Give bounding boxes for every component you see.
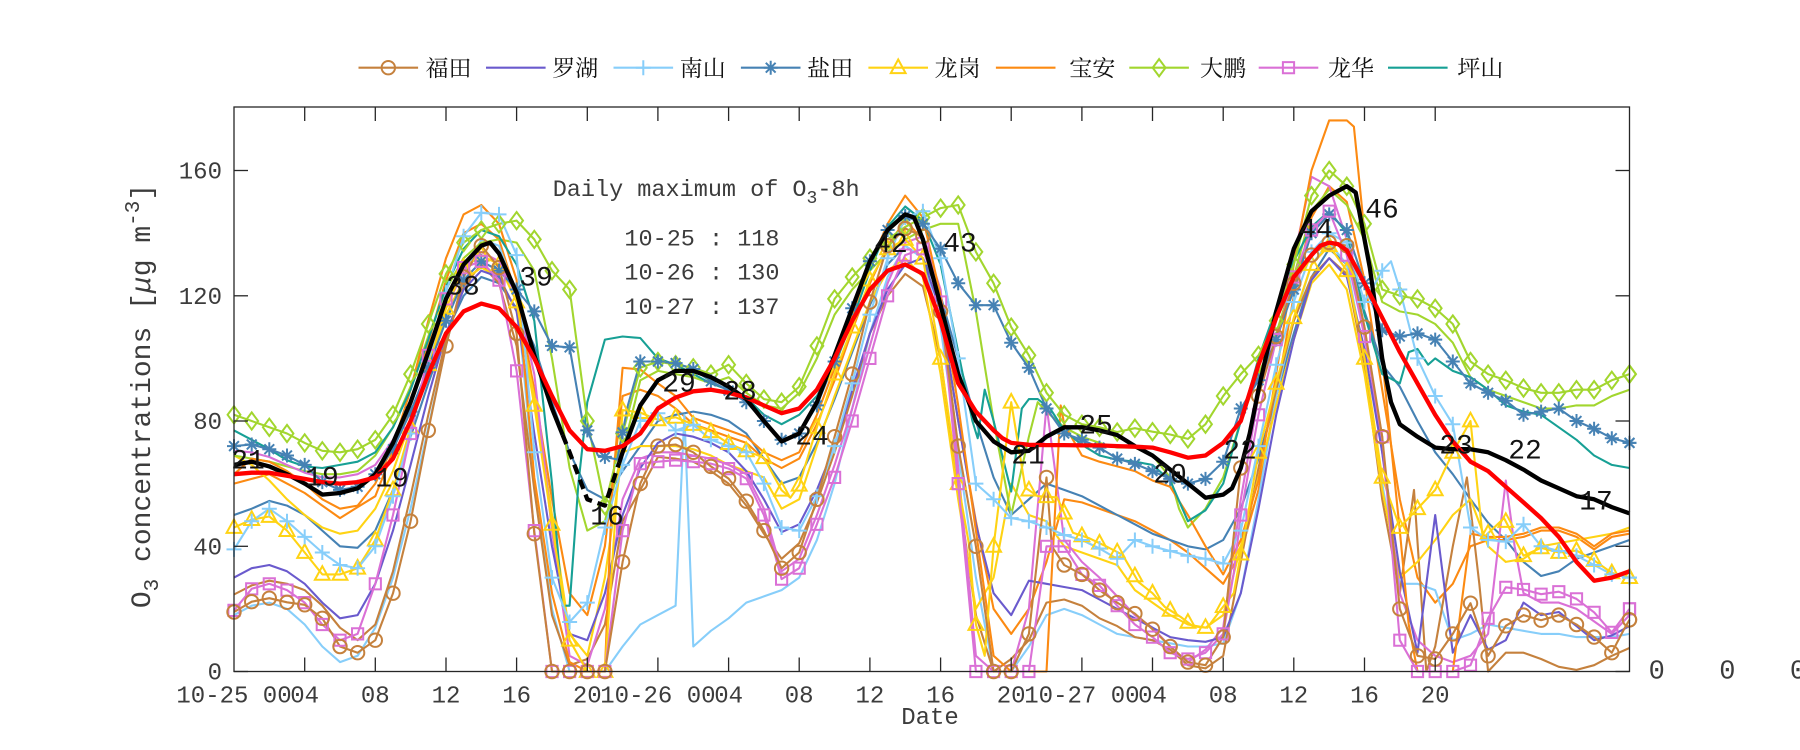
svg-text:10-25 : 118: 10-25 : 118 xyxy=(624,227,779,254)
svg-text:04: 04 xyxy=(1138,684,1167,711)
svg-text:43: 43 xyxy=(943,230,977,261)
svg-text:12: 12 xyxy=(1279,684,1308,711)
svg-text:04: 04 xyxy=(290,684,319,711)
svg-text:04: 04 xyxy=(714,684,743,711)
svg-text:0: 0 xyxy=(208,661,222,688)
svg-text:12: 12 xyxy=(432,684,461,711)
svg-text:19: 19 xyxy=(375,465,409,496)
svg-text:10-26 00: 10-26 00 xyxy=(600,684,715,711)
svg-text:23: 23 xyxy=(1439,432,1473,463)
svg-text:44: 44 xyxy=(1299,216,1333,247)
svg-text:42: 42 xyxy=(874,230,908,261)
svg-text:12: 12 xyxy=(855,684,884,711)
svg-text:28: 28 xyxy=(723,378,757,409)
svg-text:0: 0 xyxy=(1790,658,1800,688)
svg-text:08: 08 xyxy=(1209,684,1238,711)
svg-text:08: 08 xyxy=(361,684,390,711)
svg-text:20: 20 xyxy=(997,684,1026,711)
svg-text:20: 20 xyxy=(573,684,602,711)
svg-text:21: 21 xyxy=(231,447,265,478)
svg-text:17: 17 xyxy=(1579,488,1613,519)
svg-text:80: 80 xyxy=(193,410,222,437)
svg-text:10-27 : 137: 10-27 : 137 xyxy=(624,295,779,322)
svg-text:160: 160 xyxy=(179,160,222,187)
svg-text:29: 29 xyxy=(662,370,696,401)
svg-text:10-25 00: 10-25 00 xyxy=(176,684,291,711)
svg-text:46: 46 xyxy=(1365,196,1399,227)
svg-text:39: 39 xyxy=(519,264,553,295)
svg-text:O3 concentrations [μg m-3]: O3 concentrations [μg m-3] xyxy=(123,184,165,608)
svg-text:19: 19 xyxy=(305,464,339,495)
svg-text:22: 22 xyxy=(1508,437,1542,468)
svg-text:24: 24 xyxy=(795,423,829,454)
svg-text:0: 0 xyxy=(1719,658,1735,688)
svg-text:40: 40 xyxy=(193,536,222,563)
svg-text:20: 20 xyxy=(1421,684,1450,711)
svg-text:16: 16 xyxy=(926,684,955,711)
svg-text:16: 16 xyxy=(1350,684,1379,711)
svg-text:21: 21 xyxy=(1011,442,1045,473)
svg-text:10-26 : 130: 10-26 : 130 xyxy=(624,260,779,287)
svg-text:25: 25 xyxy=(1079,412,1113,443)
svg-text:38: 38 xyxy=(446,273,480,304)
svg-text:22: 22 xyxy=(1223,437,1257,468)
svg-text:20: 20 xyxy=(1153,461,1187,492)
svg-text:10-27 00: 10-27 00 xyxy=(1024,684,1139,711)
svg-text:08: 08 xyxy=(785,684,814,711)
svg-text:16: 16 xyxy=(502,684,531,711)
svg-text:0: 0 xyxy=(1649,658,1665,688)
svg-text:120: 120 xyxy=(179,285,222,312)
svg-text:16: 16 xyxy=(590,503,624,534)
svg-text:Date: Date xyxy=(901,705,959,732)
